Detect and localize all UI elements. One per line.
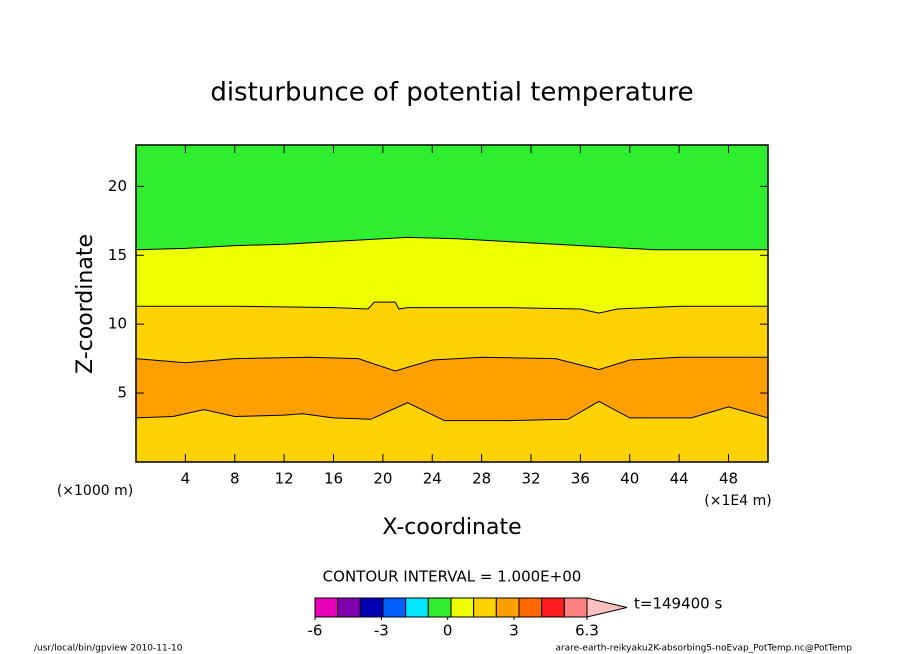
colorbar-tick-label: 0 bbox=[443, 622, 453, 640]
x-tick-label: 24 bbox=[423, 470, 442, 488]
colorbar-box bbox=[541, 597, 565, 618]
x-tick-label: 48 bbox=[719, 470, 738, 488]
colorbar-box bbox=[518, 597, 543, 618]
contour-interval: CONTOUR INTERVAL = 1.000E+00 bbox=[323, 568, 582, 586]
contour-fill bbox=[135, 144, 769, 251]
colorbar-box bbox=[563, 597, 588, 618]
y-axis-unit: (×1000 m) bbox=[57, 483, 133, 499]
colorbar-box bbox=[450, 597, 475, 618]
x-axis-unit: (×1E4 m) bbox=[704, 493, 771, 509]
colorbar-extend bbox=[586, 597, 628, 618]
footer-right: arare-earth-reikyaku2K-absorbing5-noEvap… bbox=[555, 644, 852, 654]
contour-line bbox=[136, 301, 768, 314]
colorbar-tick-label: -3 bbox=[374, 622, 389, 640]
x-tick-label: 4 bbox=[181, 470, 191, 488]
y-axis-label: Z-coordinate bbox=[73, 234, 98, 374]
colorbar-tick-label: -6 bbox=[308, 622, 323, 640]
contour-line bbox=[135, 356, 768, 372]
time-label: t=149400 s bbox=[634, 595, 722, 613]
x-tick-label: 12 bbox=[275, 470, 294, 488]
colorbar-box bbox=[359, 597, 384, 618]
x-tick-label: 36 bbox=[571, 470, 590, 488]
plot-frame bbox=[135, 144, 769, 463]
x-tick-label: 32 bbox=[521, 470, 540, 488]
contour-line bbox=[135, 400, 769, 422]
x-tick-label: 8 bbox=[230, 470, 240, 488]
colorbar-box bbox=[473, 597, 497, 618]
y-tick-label: 10 bbox=[108, 315, 127, 333]
y-tick-label: 5 bbox=[117, 384, 127, 402]
contour-fill bbox=[135, 357, 769, 421]
contour-line bbox=[135, 236, 768, 251]
x-tick-label: 28 bbox=[472, 470, 491, 488]
colorbar-box bbox=[495, 597, 520, 618]
x-tick-label: 20 bbox=[373, 470, 392, 488]
colorbar-box bbox=[405, 597, 429, 618]
colorbar-tick-label: 3 bbox=[509, 622, 519, 640]
colorbar-tick-label: 6.3 bbox=[575, 622, 599, 640]
x-tick-label: 16 bbox=[324, 470, 343, 488]
x-tick-label: 40 bbox=[620, 470, 639, 488]
x-tick-label: 44 bbox=[670, 470, 689, 488]
colorbar-box bbox=[382, 597, 407, 618]
x-axis-label: X-coordinate bbox=[382, 515, 521, 540]
colorbar-box bbox=[337, 597, 361, 618]
chart-title: disturbunce of potential temperature bbox=[210, 78, 693, 108]
footer-left: /usr/local/bin/gpview 2010-11-10 bbox=[34, 644, 183, 654]
y-tick-label: 20 bbox=[108, 177, 127, 195]
colorbar-box bbox=[427, 597, 452, 618]
colorbar-box bbox=[314, 597, 339, 618]
y-tick-label: 15 bbox=[108, 246, 127, 264]
